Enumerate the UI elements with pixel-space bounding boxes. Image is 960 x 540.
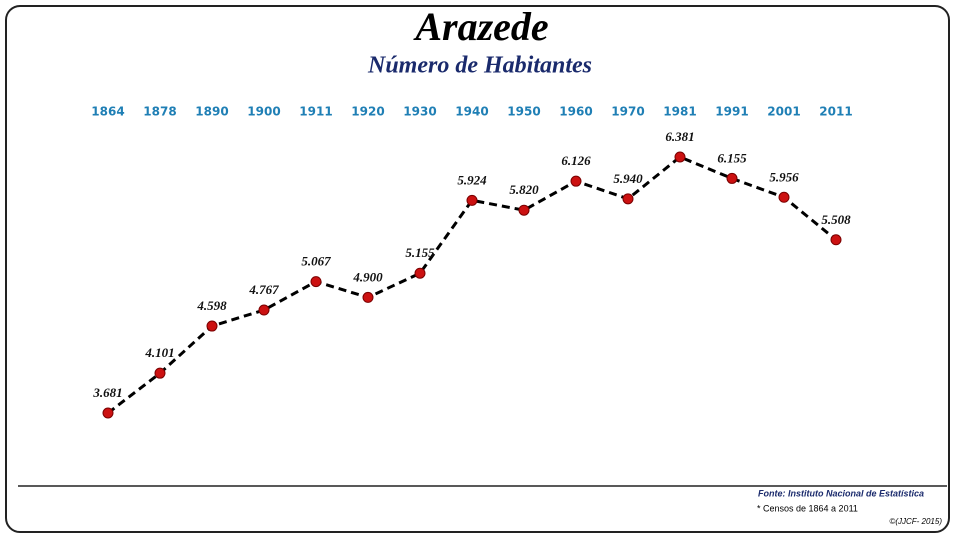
data-point	[778, 191, 790, 203]
data-point	[310, 276, 322, 288]
x-tick-label: 1960	[559, 105, 592, 119]
data-point	[102, 407, 114, 419]
data-label: 5.067	[301, 254, 331, 269]
credit: ©(JJCF- 2015)	[889, 517, 942, 526]
data-point	[362, 291, 374, 303]
frame	[5, 5, 950, 533]
data-label: 5.924	[457, 172, 487, 187]
data-label: 5.820	[509, 182, 539, 197]
data-point	[466, 194, 478, 206]
chart-subtitle: Número de Habitantes	[367, 53, 592, 79]
x-tick-label: 1991	[715, 105, 748, 119]
data-point	[518, 204, 530, 216]
data-point	[258, 304, 270, 316]
x-tick-label: 1878	[143, 105, 176, 119]
data-label: 6.126	[561, 153, 591, 168]
data-line	[107, 155, 837, 415]
data-label: 5.956	[769, 169, 799, 184]
data-label: 6.381	[665, 129, 694, 144]
data-label: 4.767	[248, 282, 279, 297]
x-tick-label: 1981	[663, 105, 696, 119]
data-point	[830, 234, 842, 246]
x-tick-label: 1911	[299, 105, 332, 119]
chart-title: Arazede	[412, 4, 548, 49]
note: * Censos de 1864 a 2011	[757, 503, 858, 513]
x-tick-label: 1950	[507, 105, 540, 119]
x-tick-label: 1920	[351, 105, 384, 119]
x-tick-label: 1970	[611, 105, 644, 119]
x-tick-label: 1940	[455, 105, 488, 119]
data-point	[622, 193, 634, 205]
data-point	[206, 320, 218, 332]
data-point	[414, 267, 426, 279]
data-label: 4.101	[144, 345, 174, 360]
data-point	[570, 175, 582, 187]
data-label: 5.508	[821, 212, 851, 227]
data-label: 5.940	[613, 171, 643, 186]
data-label: 6.155	[717, 150, 747, 165]
data-label: 4.900	[352, 269, 383, 284]
x-tick-label: 2011	[819, 105, 852, 119]
x-tick-label: 1930	[403, 105, 436, 119]
data-point	[674, 151, 686, 163]
x-tick-label: 1890	[195, 105, 228, 119]
x-tick-label: 2001	[767, 105, 800, 119]
data-label: 5.155	[405, 245, 435, 260]
data-label: 4.598	[196, 298, 227, 313]
data-label: 3.681	[92, 385, 122, 400]
source: Fonte: Instituto Nacional de Estatística	[758, 488, 924, 498]
x-tick-label: 1864	[91, 105, 124, 119]
x-tick-label: 1900	[247, 105, 280, 119]
data-point	[154, 367, 166, 379]
data-point	[726, 172, 738, 184]
